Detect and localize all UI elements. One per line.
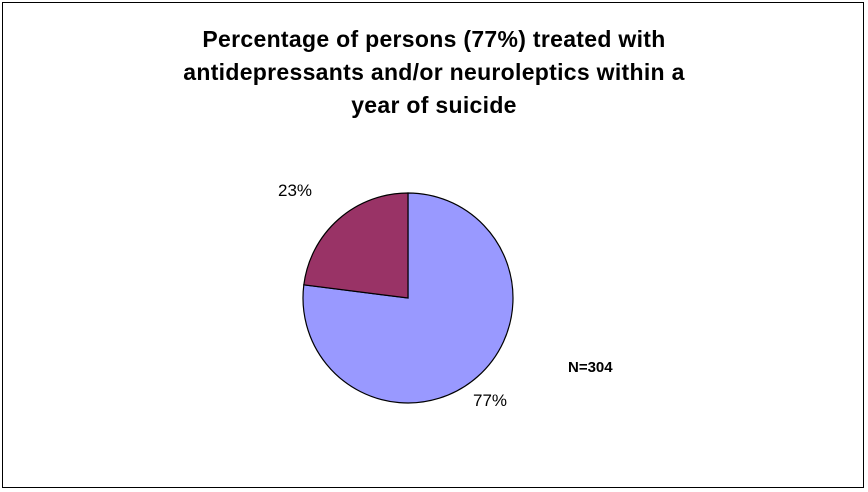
chart-title: Percentage of persons (77%) treated with…	[183, 26, 685, 118]
pie-slice-23	[303, 192, 409, 299]
slice-label-77: 77%	[473, 391, 507, 410]
pie-chart: 77% 23%	[278, 181, 514, 410]
slice-label-23: 23%	[278, 181, 312, 200]
sample-size-annotation: N=304	[568, 359, 613, 376]
